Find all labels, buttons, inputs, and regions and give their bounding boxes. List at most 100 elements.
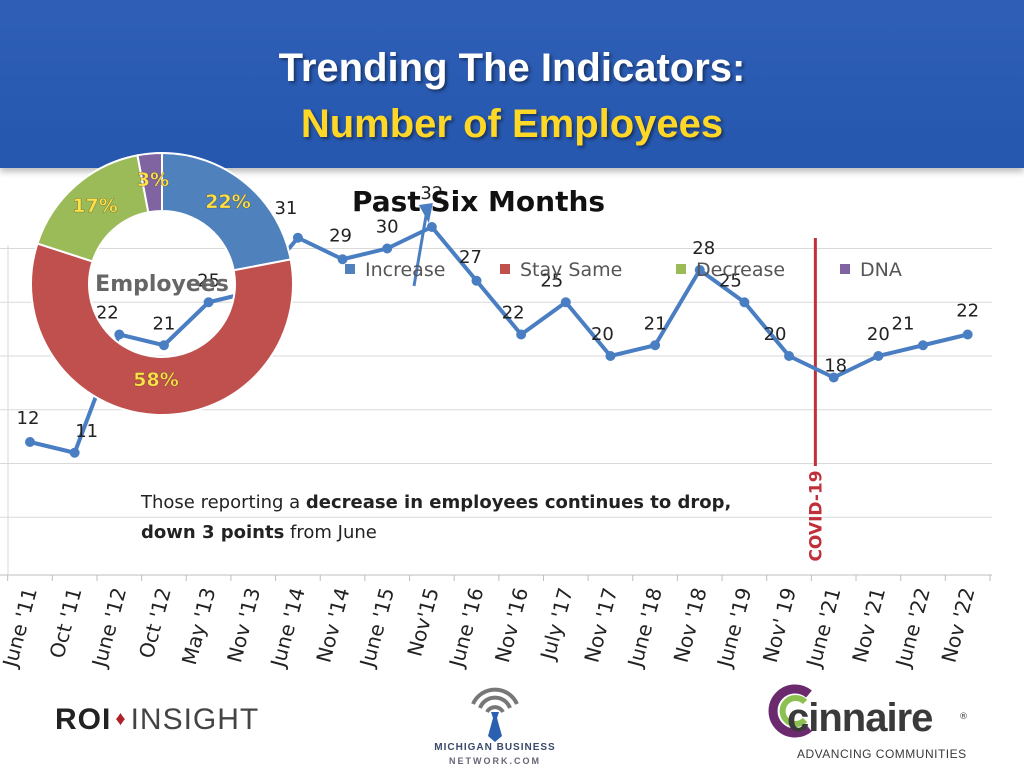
pie-title: Past Six Months (352, 185, 605, 218)
data-label: 30 (376, 217, 399, 238)
data-point (739, 297, 750, 308)
arrow-head (418, 203, 433, 223)
pie-label: 58% (133, 369, 178, 391)
data-point (471, 275, 482, 286)
data-label: 29 (329, 225, 352, 246)
roi-logo-sep: ♦ (115, 708, 127, 730)
donut-chart: Past Six Months 22% 58% 17% 3% Employees (30, 151, 605, 416)
data-point (873, 351, 884, 361)
arrow-shaft (412, 210, 429, 287)
x-axis-labels: June '11 Oct '11 June '12 Oct '12 May '13 Nov… (0, 585, 979, 671)
pie-slice (136, 151, 163, 214)
x-tick-label: June '16 (444, 585, 489, 671)
data-point (337, 254, 348, 265)
roi-logo-bold: ROI (55, 703, 112, 736)
data-label: 22 (502, 303, 525, 324)
legend-label: DNA (860, 259, 902, 281)
data-point (203, 297, 214, 308)
x-tick-label: Nov'15 (402, 585, 443, 659)
data-point (516, 329, 527, 340)
data-point (25, 437, 35, 447)
x-tick-label: June '22 (890, 585, 935, 671)
data-point (382, 243, 393, 254)
data-label: 21 (152, 313, 175, 334)
roi-logo-rest: INSIGHT (130, 703, 260, 736)
data-point (650, 340, 661, 351)
covid-marker: COVID-19 (806, 238, 826, 562)
x-tick-label: June '12 (87, 585, 132, 671)
callout-arrow (412, 203, 433, 287)
data-labels: 1211222125263129303227222520212825201820… (17, 183, 980, 442)
legend: Increase Stay Same Decrease DNA (345, 259, 902, 281)
data-label: 20 (867, 324, 890, 345)
x-tick-label: June '21 (801, 585, 846, 671)
data-label: 12 (17, 408, 40, 429)
data-label: 25 (197, 270, 220, 291)
legend-label: Increase (365, 259, 445, 281)
cinnaire-mark-icon (768, 684, 812, 738)
data-point (784, 351, 795, 361)
series-line (29, 225, 969, 455)
x-tick-label: Nov '18 (669, 585, 712, 665)
data-label: 20 (591, 324, 614, 345)
data-label: 21 (644, 313, 667, 334)
title-banner: Trending The Indicators: Number of Emplo… (0, 0, 1024, 168)
legend-swatch (676, 264, 686, 274)
x-tick-label: June '15 (354, 585, 399, 671)
note-text-3: from June (284, 522, 377, 543)
data-label: 21 (892, 313, 915, 334)
x-tick-label: Nov '22 (937, 585, 980, 665)
data-label: 27 (459, 247, 482, 268)
data-label: 25 (540, 270, 563, 291)
data-point (560, 297, 571, 308)
note-text-bold: decrease in employees continues to drop,… (141, 492, 732, 543)
data-label: 25 (719, 270, 742, 291)
pie-center-label: Employees (95, 272, 229, 297)
pie-label: 17% (72, 195, 117, 217)
line-series (29, 225, 969, 455)
roi-insight-logo: ROI ♦ INSIGHT (55, 703, 259, 737)
note-text-1: Those reporting a (141, 492, 306, 513)
x-tick-label: Oct '12 (134, 585, 176, 661)
mbn-line2: NETWORK.COM (449, 756, 541, 766)
x-tick-label: June '18 (622, 585, 667, 671)
pie-label: 3% (137, 169, 169, 191)
data-label: 11 (75, 421, 98, 442)
mbn-line1: MICHIGAN BUSINESS (434, 742, 556, 753)
x-tick-label: Nov '16 (490, 585, 533, 665)
data-label: 20 (764, 324, 787, 345)
data-point (828, 372, 839, 383)
data-points (25, 222, 973, 458)
data-label: 18 (824, 356, 847, 377)
x-tick-label: Nov '14 (311, 585, 354, 665)
data-point (918, 340, 928, 351)
callout-note: Those reporting a decrease in employees … (141, 488, 781, 548)
x-tick-label: Nov '13 (222, 585, 265, 665)
data-label: 28 (692, 238, 715, 259)
x-tick-label: June '11 (0, 585, 42, 671)
x-tick-label: Oct '11 (45, 585, 87, 661)
legend-label: Stay Same (520, 259, 622, 281)
x-tick-label: May '13 (177, 585, 221, 667)
x-tick-label: July '17 (535, 585, 578, 664)
data-point (962, 329, 973, 340)
legend-label: Decrease (696, 259, 785, 281)
data-label: 22 (956, 301, 979, 322)
data-point (694, 265, 705, 275)
data-point (114, 329, 125, 340)
x-tick-label: Nov '21 (847, 585, 890, 665)
data-point (158, 340, 169, 351)
x-tick-label: June '14 (265, 585, 310, 671)
michigan-business-network-logo: MICHIGAN BUSINESS NETWORK.COM (420, 672, 570, 768)
data-point (69, 447, 80, 458)
x-tick-label: Nov' 19 (758, 585, 801, 665)
x-tick-label: Nov '17 (579, 585, 622, 665)
page-title: Trending The Indicators: (278, 46, 746, 90)
data-point (605, 351, 616, 361)
wifi-tie-icon (471, 687, 519, 742)
x-tick-label: June '19 (712, 585, 757, 671)
covid-label: COVID-19 (806, 470, 826, 561)
cinnaire-tagline: ADVANCING COMMUNITIES (797, 747, 967, 761)
cinnaire-logo: cinnaire ® ADVANCING COMMUNITIES (765, 680, 975, 768)
legend-swatch (840, 264, 850, 274)
